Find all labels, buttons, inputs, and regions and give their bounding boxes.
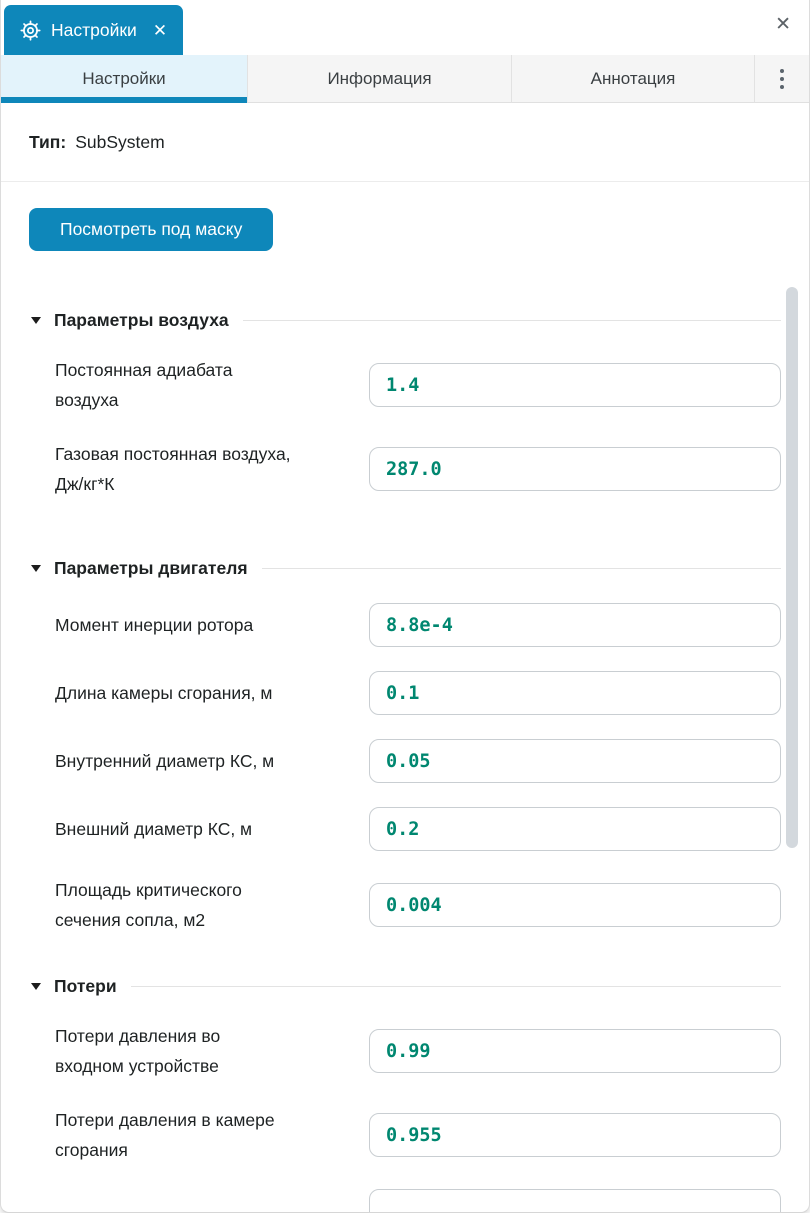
title-bar: Настройки ✕ ✕: [1, 0, 809, 55]
vertical-scrollbar-thumb[interactable]: [786, 287, 798, 848]
field-row: Момент инерции ротора: [29, 603, 781, 647]
tab-settings-label: Настройки: [82, 69, 166, 88]
field-label: Площадь критического сечения сопла, м2: [55, 880, 242, 930]
field-input-outer-diameter[interactable]: [369, 807, 781, 851]
section-losses: Потери Потери давления во входном устрой…: [1, 975, 809, 1212]
section-rule: [261, 567, 781, 569]
button-row: Посмотреть под маску: [1, 182, 809, 251]
window-tab-close-icon[interactable]: ✕: [152, 20, 168, 40]
tab-settings[interactable]: Настройки: [1, 55, 247, 103]
tab-overflow-button[interactable]: [754, 55, 809, 103]
field-input-inner-diameter[interactable]: [369, 739, 781, 783]
section-air-parameters: Параметры воздуха Постоянная адиабата во…: [1, 309, 809, 499]
field-input-gas-constant[interactable]: [369, 447, 781, 491]
look-under-mask-button[interactable]: Посмотреть под маску: [29, 208, 274, 251]
field-row: Площадь критического сечения сопла, м2: [29, 875, 781, 935]
section-rule: [130, 985, 781, 987]
field-label: Потери давления в камере сгорания: [55, 1110, 275, 1160]
field-row-partial: [29, 1189, 781, 1212]
field-row: Внешний диаметр КС, м: [29, 807, 781, 851]
window-tab-label: Настройки: [51, 19, 137, 40]
type-label: Тип:: [29, 131, 67, 152]
field-row: Длина камеры сгорания, м: [29, 671, 781, 715]
field-row: Газовая постоянная воздуха, Дж/кг*К: [29, 439, 781, 499]
tab-annotation-label: Аннотация: [590, 68, 676, 88]
field-input-inlet-pressure-loss[interactable]: [369, 1029, 781, 1073]
kebab-menu-icon: [780, 68, 784, 89]
section-engine-parameters: Параметры двигателя Момент инерции ротор…: [1, 557, 809, 935]
field-label: Газовая постоянная воздуха, Дж/кг*К: [55, 444, 291, 494]
panel-close-icon[interactable]: ✕: [775, 14, 791, 35]
window-tab-settings[interactable]: Настройки ✕: [4, 5, 184, 55]
gear-icon: [20, 19, 41, 41]
field-row: Потери давления во входном устройстве: [29, 1021, 781, 1081]
field-label: Момент инерции ротора: [55, 615, 254, 635]
type-value: SubSystem: [75, 131, 165, 152]
tab-information-label: Информация: [327, 68, 432, 88]
collapse-triangle-icon: [31, 316, 41, 324]
tab-strip: Настройки Информация Аннотация: [1, 55, 809, 103]
field-row: Постоянная адиабата воздуха: [29, 355, 781, 415]
section-title: Потери: [54, 975, 117, 996]
section-rule: [242, 319, 781, 321]
field-row: Потери давления в камере сгорания: [29, 1105, 781, 1165]
field-label: Внутренний диаметр КС, м: [55, 751, 275, 771]
field-input-rotor-inertia[interactable]: [369, 603, 781, 647]
section-losses-header[interactable]: Потери: [29, 975, 781, 997]
section-title: Параметры двигателя: [54, 557, 248, 578]
section-air-header[interactable]: Параметры воздуха: [29, 309, 781, 331]
field-input-adiabatic-constant[interactable]: [369, 363, 781, 407]
field-input-chamber-pressure-loss[interactable]: [369, 1113, 781, 1157]
field-label: Длина камеры сгорания, м: [55, 683, 273, 703]
field-input-partial[interactable]: [369, 1189, 781, 1212]
tab-annotation[interactable]: Аннотация: [511, 55, 754, 103]
type-row: Тип: SubSystem: [1, 103, 809, 182]
field-label: Внешний диаметр КС, м: [55, 819, 253, 839]
tab-information[interactable]: Информация: [247, 55, 511, 103]
field-label: Потери давления во входном устройстве: [55, 1026, 221, 1076]
field-input-nozzle-area[interactable]: [369, 883, 781, 927]
collapse-triangle-icon: [31, 982, 41, 990]
collapse-triangle-icon: [31, 564, 41, 572]
field-label: Постоянная адиабата воздуха: [55, 360, 233, 410]
field-row: Внутренний диаметр КС, м: [29, 739, 781, 783]
section-title: Параметры воздуха: [54, 309, 229, 330]
section-engine-header[interactable]: Параметры двигателя: [29, 557, 781, 579]
field-input-chamber-length[interactable]: [369, 671, 781, 715]
